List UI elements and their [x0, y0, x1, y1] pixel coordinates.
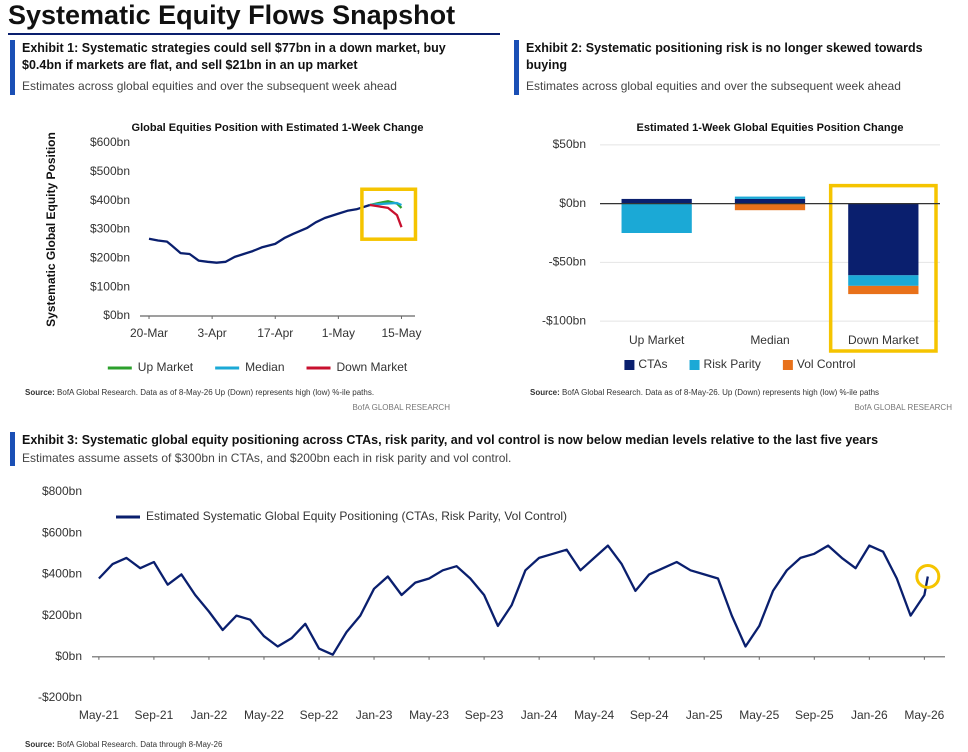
y-tick-label: $400bn	[90, 193, 130, 207]
exhibit-subtitle: Estimates across global equities and ove…	[526, 79, 901, 93]
legend-label: Median	[245, 360, 284, 374]
x-tick-label: May-25	[739, 708, 779, 722]
x-tick-label: Jan-25	[686, 708, 723, 722]
legend-swatch	[624, 360, 635, 370]
legend-label: Up Market	[138, 360, 194, 374]
source-note: Source: BofA Global Research. Data throu…	[25, 740, 222, 749]
source-note: Source: BofA Global Research. Data as of…	[530, 388, 879, 397]
source-text: BofA Global Research. Data as of 8-May-2…	[57, 388, 375, 397]
y-tick-label: $800bn	[42, 484, 82, 498]
highlight-circle	[915, 563, 941, 589]
data-line	[98, 544, 929, 656]
legend-label: Estimated Systematic Global Equity Posit…	[146, 509, 567, 523]
exhibit-subtitle: Estimates across global equities and ove…	[22, 79, 397, 93]
accent-bar	[514, 40, 519, 95]
x-tick-label: 3-Apr	[197, 326, 226, 340]
data-line	[369, 203, 403, 228]
x-tick-label: Up Market	[629, 333, 685, 347]
y-tick-label: $600bn	[90, 135, 130, 149]
y-tick-label: $300bn	[90, 222, 130, 236]
x-tick-label: May-21	[79, 708, 119, 722]
y-tick-label: -$100bn	[542, 313, 586, 327]
x-tick-label: Jan-22	[191, 708, 228, 722]
bar-segment	[848, 275, 919, 286]
source-text: BofA Global Research. Data through 8-May…	[57, 740, 223, 749]
legend-swatch	[782, 360, 793, 370]
legend-label: Vol Control	[797, 357, 856, 371]
bar-segment	[621, 198, 692, 204]
exhibit-title: Exhibit 3: Systematic global equity posi…	[22, 433, 879, 447]
x-tick-label: 15-May	[381, 326, 421, 340]
y-tick-label: $0bn	[559, 196, 586, 210]
source-label: Source:	[25, 740, 55, 749]
x-tick-label: Down Market	[848, 333, 919, 347]
bar-segment	[621, 203, 692, 233]
y-tick-label: $0bn	[55, 649, 82, 663]
legend-label: CTAs	[638, 357, 667, 371]
page-title: Systematic Equity Flows Snapshot	[8, 0, 500, 35]
x-tick-label: Jan-24	[521, 708, 558, 722]
y-tick-label: $200bn	[90, 251, 130, 265]
source-note: Source: BofA Global Research. Data as of…	[25, 388, 374, 397]
y-axis-label: Systematic Global Equity Position	[44, 132, 58, 327]
accent-bar	[10, 432, 15, 466]
x-tick-label: 20-Mar	[130, 326, 168, 340]
data-line	[148, 203, 371, 264]
x-tick-label: Sep-25	[795, 708, 834, 722]
source-label: Source:	[530, 388, 560, 397]
legend-swatch	[689, 360, 700, 370]
y-tick-label: $500bn	[90, 164, 130, 178]
legend-label: Risk Parity	[704, 357, 761, 371]
legend-label: Down Market	[337, 360, 408, 374]
x-tick-label: Sep-23	[465, 708, 504, 722]
x-tick-label: Jan-26	[851, 708, 888, 722]
y-tick-label: $600bn	[42, 525, 82, 539]
data-line	[369, 201, 402, 207]
x-tick-label: May-24	[574, 708, 614, 722]
x-tick-label: May-26	[904, 708, 944, 722]
exhibit-title: Exhibit 2: Systematic positioning risk i…	[526, 41, 923, 72]
y-tick-label: -$50bn	[549, 255, 586, 269]
source-label: Source:	[25, 388, 55, 397]
x-tick-label: Jan-23	[356, 708, 393, 722]
chart: Global Equities Position with Estimated …	[44, 122, 424, 374]
bar-segment	[848, 203, 919, 276]
x-tick-label: May-23	[409, 708, 449, 722]
y-tick-label: $100bn	[90, 279, 130, 293]
chart: Estimated 1-Week Global Equities Positio…	[542, 122, 940, 371]
credit: BofA GLOBAL RESEARCH	[854, 403, 952, 412]
exhibit-subtitle: Estimates assume assets of $300bn in CTA…	[22, 451, 512, 465]
x-tick-label: Sep-24	[630, 708, 669, 722]
chart-title: Estimated 1-Week Global Equities Positio…	[637, 122, 904, 134]
x-tick-label: May-22	[244, 708, 284, 722]
bar-segment	[734, 203, 806, 211]
chart-title: Global Equities Position with Estimated …	[132, 122, 424, 134]
source-text: BofA Global Research. Data as of 8-May-2…	[562, 388, 880, 397]
y-tick-label: -$200bn	[38, 690, 82, 704]
y-tick-label: $50bn	[553, 137, 586, 151]
credit: BofA GLOBAL RESEARCH	[352, 403, 450, 412]
y-tick-label: $200bn	[42, 608, 82, 622]
highlight-box	[360, 187, 418, 241]
x-tick-label: Sep-22	[300, 708, 339, 722]
bar-segment	[734, 198, 806, 204]
y-tick-label: $0bn	[103, 308, 130, 322]
bar-segment	[734, 196, 806, 199]
x-tick-label: 1-May	[322, 326, 355, 340]
x-tick-label: Sep-21	[135, 708, 174, 722]
bar-segment	[848, 285, 919, 295]
exhibit-title: Exhibit 1: Systematic strategies could s…	[22, 41, 446, 72]
x-tick-label: Median	[750, 333, 789, 347]
highlight-box	[828, 183, 938, 353]
chart: -$200bn $0bn $200bn $400bn $600bn $800bn May-2…	[38, 484, 945, 722]
y-tick-label: $400bn	[42, 567, 82, 581]
x-tick-label: 17-Apr	[257, 326, 293, 340]
accent-bar	[10, 40, 15, 95]
